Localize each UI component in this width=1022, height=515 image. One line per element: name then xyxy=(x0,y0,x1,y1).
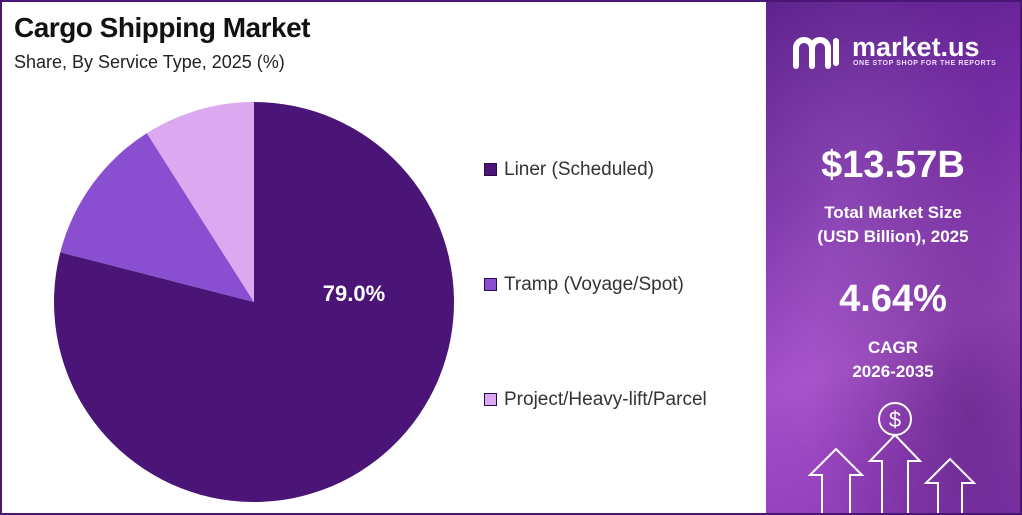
market-size-label-line2: (USD Billion), 2025 xyxy=(817,227,969,246)
up-arrow-icon-left xyxy=(807,447,865,513)
svg-text:$: $ xyxy=(889,407,901,432)
legend-swatch-tramp xyxy=(484,278,497,291)
legend-label-tramp: Tramp (Voyage/Spot) xyxy=(504,274,684,295)
legend-item-liner: Liner (Scheduled) xyxy=(484,159,654,181)
market-us-logo-icon xyxy=(793,37,839,69)
cagr-value: 4.64% xyxy=(839,278,947,320)
chart-title: Cargo Shipping Market xyxy=(14,12,310,43)
data-label-liner: 79.0% xyxy=(323,281,385,306)
growth-arrows-icon: $ xyxy=(807,402,977,513)
market-size-label-line1: Total Market Size xyxy=(824,203,962,222)
legend-swatch-project xyxy=(484,393,497,406)
pie-chart: 79.0% xyxy=(54,102,455,503)
summary-panel: market.us ONE STOP SHOP FOR THE REPORTS … xyxy=(766,2,1020,513)
chart-panel: Cargo Shipping Market Share, By Service … xyxy=(2,2,766,513)
brand-tagline: ONE STOP SHOP FOR THE REPORTS xyxy=(853,60,997,67)
market-size-value: $13.57B xyxy=(821,144,965,186)
chart-subtitle: Share, By Service Type, 2025 (%) xyxy=(14,52,285,72)
legend-swatch-liner xyxy=(484,163,497,176)
background-shade xyxy=(766,2,1020,513)
legend-item-tramp: Tramp (Voyage/Spot) xyxy=(484,274,684,296)
cagr-label: CAGR xyxy=(867,338,919,357)
pie-slice-liner xyxy=(54,102,455,503)
cagr-period: 2026-2035 xyxy=(852,362,934,381)
brand-logo: market.us ONE STOP SHOP FOR THE REPORTS xyxy=(792,32,1012,72)
legend-label-liner: Liner (Scheduled) xyxy=(504,159,654,180)
legend-item-project: Project/Heavy-lift/Parcel xyxy=(484,389,707,411)
brand-name: market.us xyxy=(852,32,980,62)
up-arrow-icon-center xyxy=(867,433,923,513)
pie-slice-project xyxy=(146,102,254,302)
up-arrow-icon-right xyxy=(923,457,977,513)
pie-slice-tramp xyxy=(60,133,254,302)
legend-label-project: Project/Heavy-lift/Parcel xyxy=(504,389,707,410)
